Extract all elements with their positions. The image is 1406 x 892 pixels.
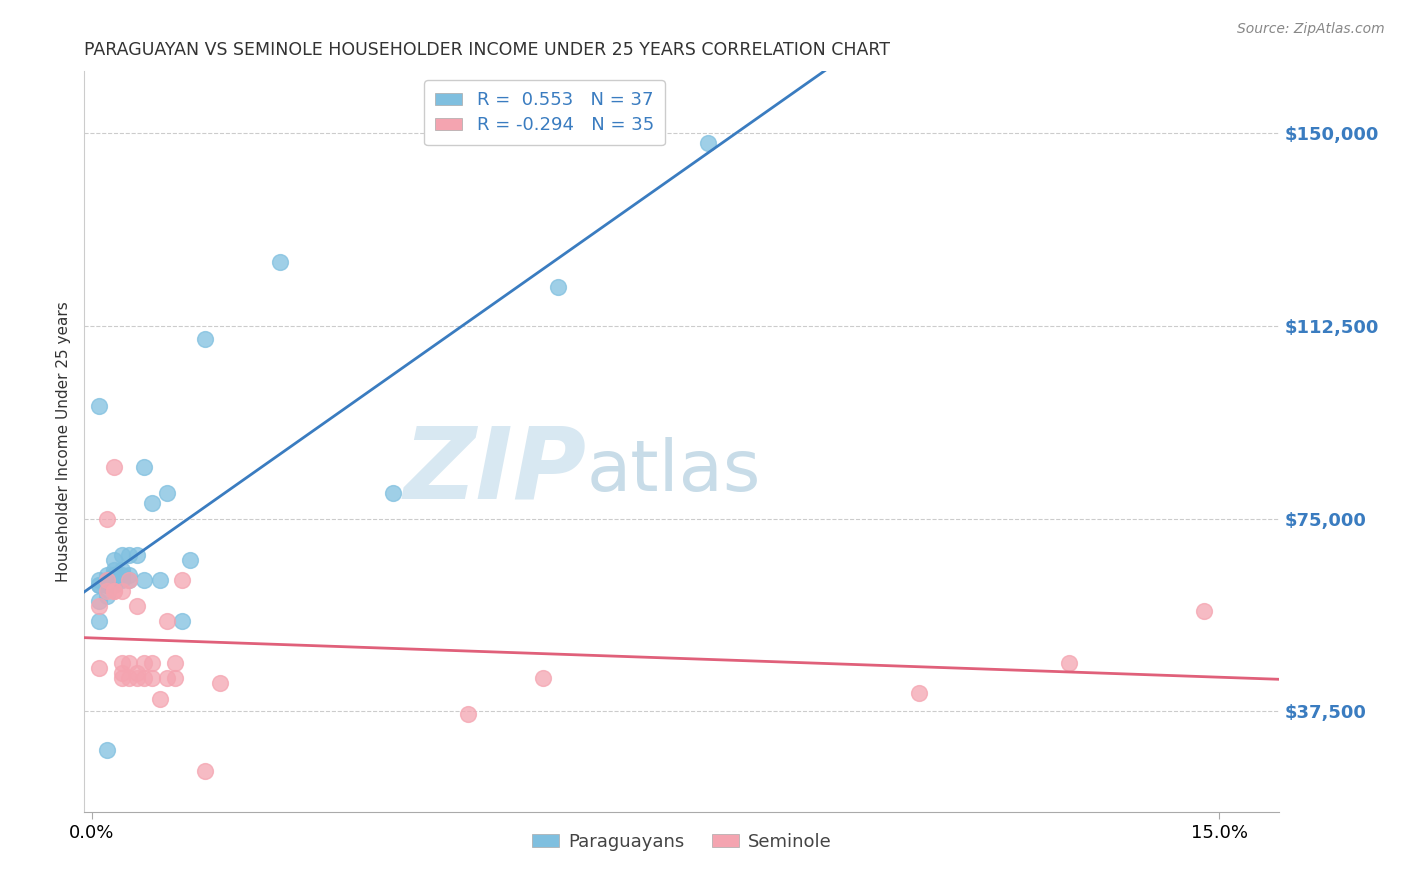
- Point: [156, 615, 179, 629]
- Text: atlas: atlas: [586, 437, 761, 506]
- Point: [134, 460, 156, 475]
- Point: [118, 574, 141, 588]
- Point: [141, 496, 163, 510]
- Point: [148, 691, 170, 706]
- Point: [141, 671, 163, 685]
- Point: [208, 676, 231, 690]
- Point: [141, 656, 163, 670]
- Point: [96, 574, 118, 588]
- Point: [96, 743, 118, 757]
- Point: [547, 280, 569, 294]
- Point: [269, 254, 291, 268]
- Point: [125, 671, 148, 685]
- Point: [194, 332, 217, 346]
- Point: [89, 594, 111, 608]
- Point: [111, 574, 134, 588]
- Point: [118, 671, 141, 685]
- Point: [96, 589, 118, 603]
- Legend: Paraguayans, Seminole: Paraguayans, Seminole: [524, 826, 839, 858]
- Point: [96, 568, 118, 582]
- Point: [111, 583, 134, 598]
- Point: [111, 563, 134, 577]
- Point: [1194, 604, 1216, 618]
- Point: [111, 548, 134, 562]
- Point: [89, 599, 111, 613]
- Point: [103, 553, 125, 567]
- Point: [103, 583, 125, 598]
- Point: [96, 583, 118, 598]
- Point: [111, 665, 134, 680]
- Point: [89, 661, 111, 675]
- Point: [156, 486, 179, 500]
- Point: [89, 578, 111, 592]
- Point: [163, 671, 186, 685]
- Point: [1057, 656, 1080, 670]
- Point: [170, 615, 193, 629]
- Point: [194, 764, 217, 778]
- Point: [381, 486, 404, 500]
- Point: [179, 553, 201, 567]
- Point: [118, 568, 141, 582]
- Point: [96, 578, 118, 592]
- Point: [118, 548, 141, 562]
- Point: [125, 599, 148, 613]
- Point: [103, 568, 125, 582]
- Point: [111, 671, 134, 685]
- Point: [134, 671, 156, 685]
- Point: [96, 511, 118, 525]
- Y-axis label: Householder Income Under 25 years: Householder Income Under 25 years: [56, 301, 72, 582]
- Point: [156, 671, 179, 685]
- Point: [103, 460, 125, 475]
- Point: [89, 615, 111, 629]
- Point: [118, 574, 141, 588]
- Point: [103, 578, 125, 592]
- Point: [96, 578, 118, 592]
- Point: [907, 686, 929, 700]
- Point: [89, 578, 111, 592]
- Point: [531, 671, 554, 685]
- Point: [89, 574, 111, 588]
- Point: [111, 568, 134, 582]
- Point: [134, 656, 156, 670]
- Point: [89, 399, 111, 413]
- Point: [111, 656, 134, 670]
- Point: [103, 583, 125, 598]
- Point: [125, 665, 148, 680]
- Point: [96, 574, 118, 588]
- Point: [103, 574, 125, 588]
- Point: [170, 574, 193, 588]
- Text: ZIP: ZIP: [404, 423, 586, 520]
- Point: [697, 136, 720, 151]
- Point: [134, 574, 156, 588]
- Point: [125, 548, 148, 562]
- Text: PARAGUAYAN VS SEMINOLE HOUSEHOLDER INCOME UNDER 25 YEARS CORRELATION CHART: PARAGUAYAN VS SEMINOLE HOUSEHOLDER INCOM…: [84, 41, 890, 59]
- Point: [163, 656, 186, 670]
- Text: Source: ZipAtlas.com: Source: ZipAtlas.com: [1237, 22, 1385, 37]
- Point: [103, 563, 125, 577]
- Point: [118, 656, 141, 670]
- Point: [148, 574, 170, 588]
- Point: [457, 706, 479, 721]
